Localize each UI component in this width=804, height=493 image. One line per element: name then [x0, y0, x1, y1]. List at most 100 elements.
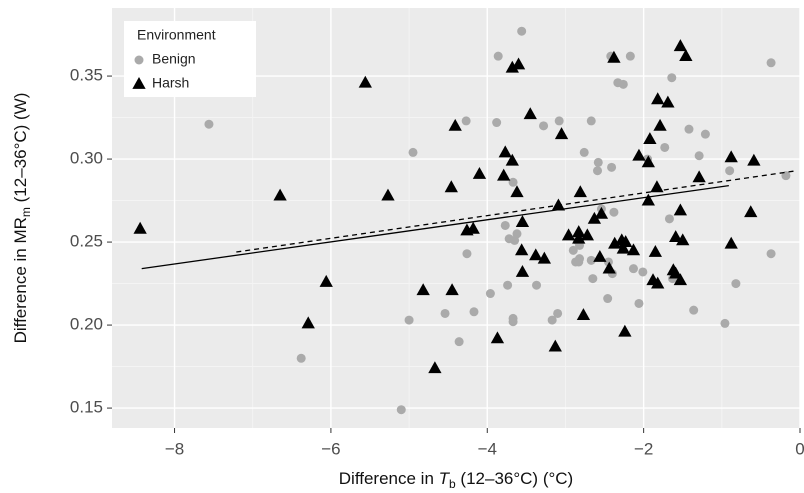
triangle-point	[133, 221, 147, 234]
x-tick-label: −4	[478, 439, 497, 458]
triangle-point	[445, 283, 459, 296]
legend-label: Harsh	[152, 75, 189, 91]
triangle-point	[273, 188, 287, 201]
triangle-point	[650, 180, 664, 193]
x-axis-title: Difference in Tb (12–36°C) (°C)	[339, 469, 573, 491]
circle-point	[554, 116, 564, 126]
triangle-point	[676, 233, 690, 246]
circle-point	[684, 124, 694, 134]
triangle-point	[643, 132, 657, 145]
triangle-point	[537, 251, 551, 264]
circle-point	[664, 214, 674, 224]
triangle-point	[428, 361, 442, 374]
circle-point	[454, 337, 464, 347]
triangle-point	[607, 50, 621, 63]
y-tick-label: 0.25	[70, 232, 103, 251]
circle-point	[575, 254, 585, 264]
x-tick-label: −8	[165, 439, 184, 458]
triangle-point	[319, 274, 333, 287]
circle-point	[667, 73, 677, 83]
triangle-point	[498, 145, 512, 158]
triangle-point	[505, 60, 519, 73]
triangle-point	[551, 198, 566, 211]
circle-point	[504, 234, 514, 244]
y-tick-label: 0.35	[70, 66, 103, 85]
marks	[133, 26, 797, 415]
y-tick-label: 0.20	[70, 315, 103, 334]
circle-point	[603, 294, 613, 304]
triangle-point	[724, 236, 738, 249]
circle-point	[579, 147, 589, 157]
triangle-point	[472, 167, 487, 179]
circle-point	[588, 274, 598, 284]
x-tick-label: −6	[321, 439, 340, 458]
circle-point	[539, 121, 549, 131]
triangle-point	[648, 245, 663, 257]
circle-point	[593, 166, 603, 176]
y-tick-label: 0.30	[70, 149, 103, 168]
triangle-point	[618, 324, 632, 337]
triangle-point	[602, 261, 616, 274]
triangle-point	[653, 118, 667, 131]
triangle-point	[626, 243, 641, 256]
circle-point	[586, 116, 596, 126]
circle-point	[725, 166, 735, 176]
circle-point	[689, 305, 699, 315]
triangle-point	[587, 211, 602, 224]
legend-key	[132, 77, 146, 89]
triangle-point	[673, 203, 688, 216]
circle-point	[404, 315, 414, 325]
circle-point	[508, 313, 518, 323]
triangle-point	[673, 39, 688, 52]
x-title-sub: b	[449, 477, 456, 491]
triangle-point	[692, 170, 706, 183]
triangle-point	[661, 95, 675, 108]
triangle-point	[561, 228, 576, 241]
circle-point	[618, 79, 628, 89]
triangle-point	[747, 153, 761, 166]
circle-point	[660, 142, 670, 152]
fit-line	[236, 170, 797, 253]
legend-box	[124, 21, 256, 97]
circle-point	[568, 245, 578, 255]
triangle-point	[515, 243, 529, 256]
triangle-point	[641, 193, 655, 206]
triangle-point	[573, 185, 587, 198]
legend: Environment Benign Harsh	[124, 21, 256, 97]
y-title-sub: m	[19, 207, 33, 217]
triangle-point	[632, 148, 646, 161]
circle-point	[593, 157, 603, 167]
triangle-point	[669, 230, 683, 242]
triangle-point	[444, 180, 458, 193]
x-title-var: T	[439, 469, 451, 488]
circle-point	[493, 51, 503, 61]
triangle-point	[580, 228, 594, 241]
circle-point	[492, 118, 502, 128]
circle-point	[553, 308, 563, 318]
circle-point	[408, 147, 418, 157]
triangle-point	[744, 205, 758, 218]
circle-point	[731, 279, 741, 289]
legend-label: Benign	[152, 51, 196, 67]
x-tick-label: 0	[795, 439, 804, 458]
triangle-point	[523, 107, 537, 120]
circle-point	[766, 249, 776, 259]
triangle-point	[669, 266, 683, 279]
triangle-point	[529, 248, 543, 261]
circle-point	[461, 116, 471, 126]
triangle-point	[608, 236, 622, 249]
triangle-point	[510, 185, 524, 198]
triangle-point	[619, 235, 633, 247]
circle-point	[500, 220, 510, 230]
triangle-point	[679, 49, 693, 62]
circle-point	[485, 289, 495, 299]
x-title-text: Difference in	[339, 469, 439, 488]
triangle-point	[724, 150, 738, 163]
circle-point	[609, 207, 619, 217]
circle-point	[508, 177, 518, 187]
fit-line	[141, 184, 729, 270]
circle-point	[607, 162, 617, 172]
triangle-point	[576, 308, 591, 321]
circle-point	[396, 405, 406, 415]
